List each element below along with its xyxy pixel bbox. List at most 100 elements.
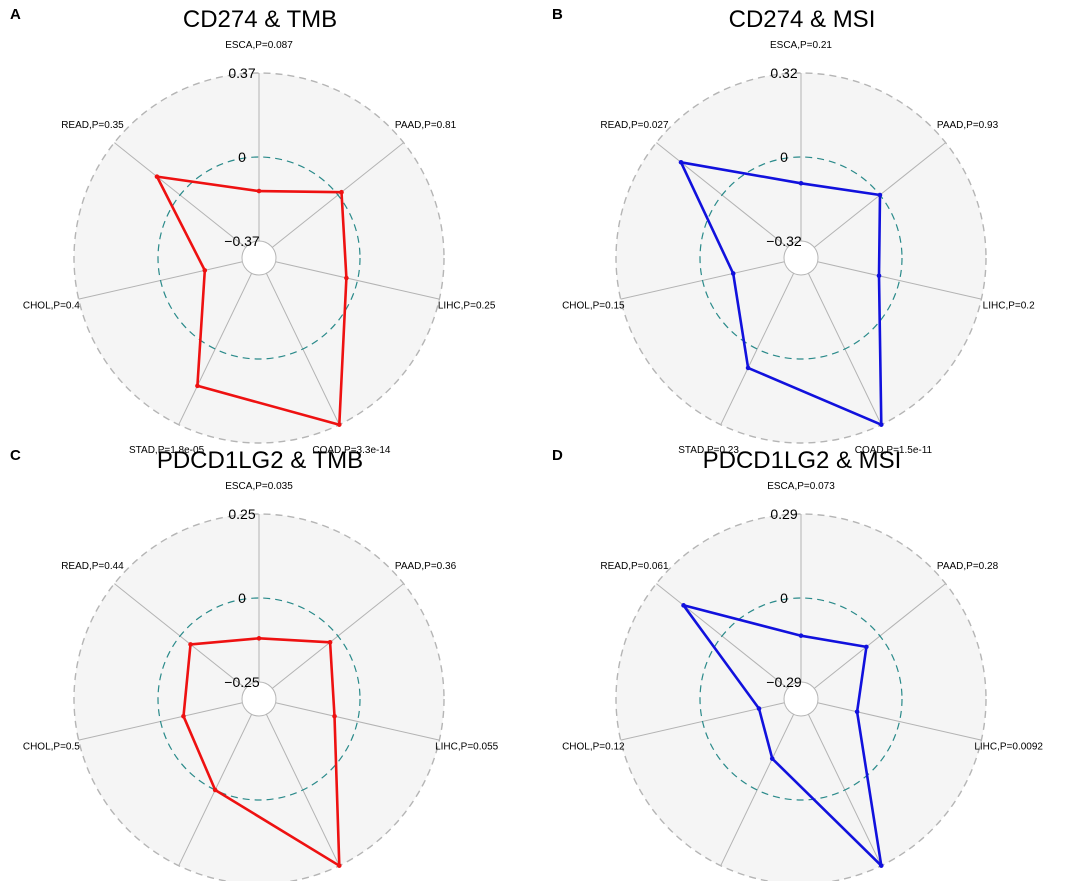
category-label: READ,P=0.44	[61, 561, 124, 572]
data-point	[336, 863, 342, 868]
data-point	[876, 273, 882, 279]
data-point	[188, 642, 193, 647]
category-label: PAAD,P=0.81	[395, 120, 457, 131]
series-line	[155, 175, 348, 427]
data-point	[756, 706, 762, 711]
data-point	[678, 159, 684, 165]
zero-grid-circle	[157, 156, 361, 360]
panel-b: ESCA,P=0.21 PAAD,P=0.93 LIHC,P=0.2 COAD,P=1…	[542, 0, 1084, 456]
category-label: CHOL,P=0.15	[562, 300, 625, 311]
data-point	[327, 640, 333, 645]
inner-grid-circle	[783, 681, 819, 717]
panel-a: ESCA,P=0.087 PAAD,P=0.81 LIHC,P=0.25 COAD,P…	[0, 0, 542, 456]
radial-tick-label: 0.37	[228, 65, 255, 81]
data-point	[730, 271, 736, 276]
radial-tick-label: 0	[238, 590, 246, 606]
radial-axis-line	[817, 702, 982, 741]
inner-grid-circle	[783, 240, 819, 276]
category-label: CHOL,P=0.12	[562, 741, 625, 752]
radial-axis-line	[275, 261, 440, 300]
chart-title: CD274 & MSI	[728, 6, 876, 33]
panel-letter: D	[552, 447, 563, 464]
radial-tick-label: −0.29	[766, 674, 802, 690]
series-line	[182, 637, 341, 868]
radial-tick-label: −0.32	[766, 233, 802, 249]
chart-title: PDCD1LG2 & TMB	[156, 447, 364, 474]
panel-d: ESCA,P=0.073 PAAD,P=0.28 LIHC,P=0.0092 COAD…	[542, 441, 1084, 881]
panel-letter: A	[10, 6, 21, 23]
radial-tick-label: −0.37	[224, 233, 260, 249]
category-label: READ,P=0.35	[61, 120, 124, 131]
chart-title: CD274 & TMB	[182, 6, 338, 33]
category-label: ESCA,P=0.21	[770, 40, 832, 51]
data-point	[256, 636, 262, 641]
data-point	[864, 644, 869, 650]
category-label: LIHC,P=0.25	[438, 300, 496, 311]
zero-grid-circle	[699, 156, 903, 360]
category-label: STAD,P=0.23	[678, 445, 739, 456]
panel-c: ESCA,P=0.035 PAAD,P=0.36 LIHC,P=0.055 COAD,…	[0, 441, 542, 881]
radial-tick-label: 0.25	[228, 506, 255, 522]
category-label: LIHC,P=0.2	[983, 300, 1035, 311]
category-label: ESCA,P=0.073	[767, 481, 835, 492]
category-label: PAAD,P=0.93	[937, 120, 999, 131]
panel-letter: B	[552, 6, 563, 23]
outer-grid-circle	[615, 513, 987, 881]
center-hole	[242, 241, 276, 275]
data-point	[877, 192, 883, 198]
inner-grid-circle	[241, 681, 277, 717]
chart-title: PDCD1LG2 & MSI	[702, 447, 902, 474]
radial-tick-label: 0	[780, 590, 788, 606]
category-label: READ,P=0.061	[600, 561, 669, 572]
category-label: CHOL,P=0.4	[23, 300, 80, 311]
data-point	[878, 863, 884, 868]
radial-tick-label: −0.25	[224, 674, 260, 690]
category-label: PAAD,P=0.28	[937, 561, 999, 572]
data-point	[745, 365, 751, 371]
radar-chart-b: ESCA,P=0.21 PAAD,P=0.93 LIHC,P=0.2 COAD,P=1…	[562, 40, 1035, 456]
radial-axis-line	[720, 273, 795, 425]
data-point	[195, 383, 200, 389]
zero-grid-circle	[699, 597, 903, 801]
radial-tick-label: 0.29	[770, 506, 797, 522]
radar-chart-a: ESCA,P=0.087 PAAD,P=0.81 LIHC,P=0.25 COAD,P…	[23, 40, 496, 456]
radar-chart-c: ESCA,P=0.035PAAD,P=0.36LIHC,P=0.055COAD,…	[23, 481, 499, 881]
data-point	[336, 422, 342, 427]
data-point	[212, 787, 218, 793]
series-line	[682, 604, 883, 868]
center-hole	[242, 682, 276, 716]
category-label: STAD,P=1.8e-05	[129, 445, 205, 456]
radar-chart-d: ESCA,P=0.073PAAD,P=0.28LIHC,P=0.0092COAD…	[562, 481, 1043, 881]
data-point	[181, 713, 186, 719]
radial-axis-line	[720, 714, 795, 866]
panel-letter: C	[10, 447, 21, 464]
data-point	[202, 268, 208, 273]
data-point	[154, 174, 160, 179]
data-point	[798, 633, 804, 638]
outer-grid-circle	[73, 72, 445, 444]
series-line	[679, 161, 883, 427]
category-label: PAAD,P=0.36	[395, 561, 457, 572]
category-label: COAD,P=1.5e-11	[855, 445, 933, 456]
data-point	[798, 180, 804, 186]
zero-grid-circle	[157, 597, 361, 801]
data-point	[854, 709, 860, 715]
center-hole	[784, 241, 818, 275]
outer-grid-circle	[615, 72, 987, 444]
radial-tick-label: 0	[238, 149, 246, 165]
center-hole	[784, 682, 818, 716]
radial-axis-line	[817, 261, 982, 300]
data-point	[681, 603, 686, 608]
category-label: ESCA,P=0.087	[225, 40, 293, 51]
data-point	[332, 713, 337, 719]
radial-tick-label: 0	[780, 149, 788, 165]
data-point	[878, 422, 884, 427]
category-label: CHOL,P=0.5	[23, 741, 80, 752]
radial-axis-line	[275, 702, 440, 741]
radial-axis-line	[178, 273, 253, 425]
data-point	[344, 275, 349, 281]
category-label: LIHC,P=0.055	[435, 741, 499, 752]
data-point	[339, 189, 344, 195]
category-label: COAD,P=3.3e-14	[312, 445, 391, 456]
category-label: READ,P=0.027	[600, 120, 669, 131]
